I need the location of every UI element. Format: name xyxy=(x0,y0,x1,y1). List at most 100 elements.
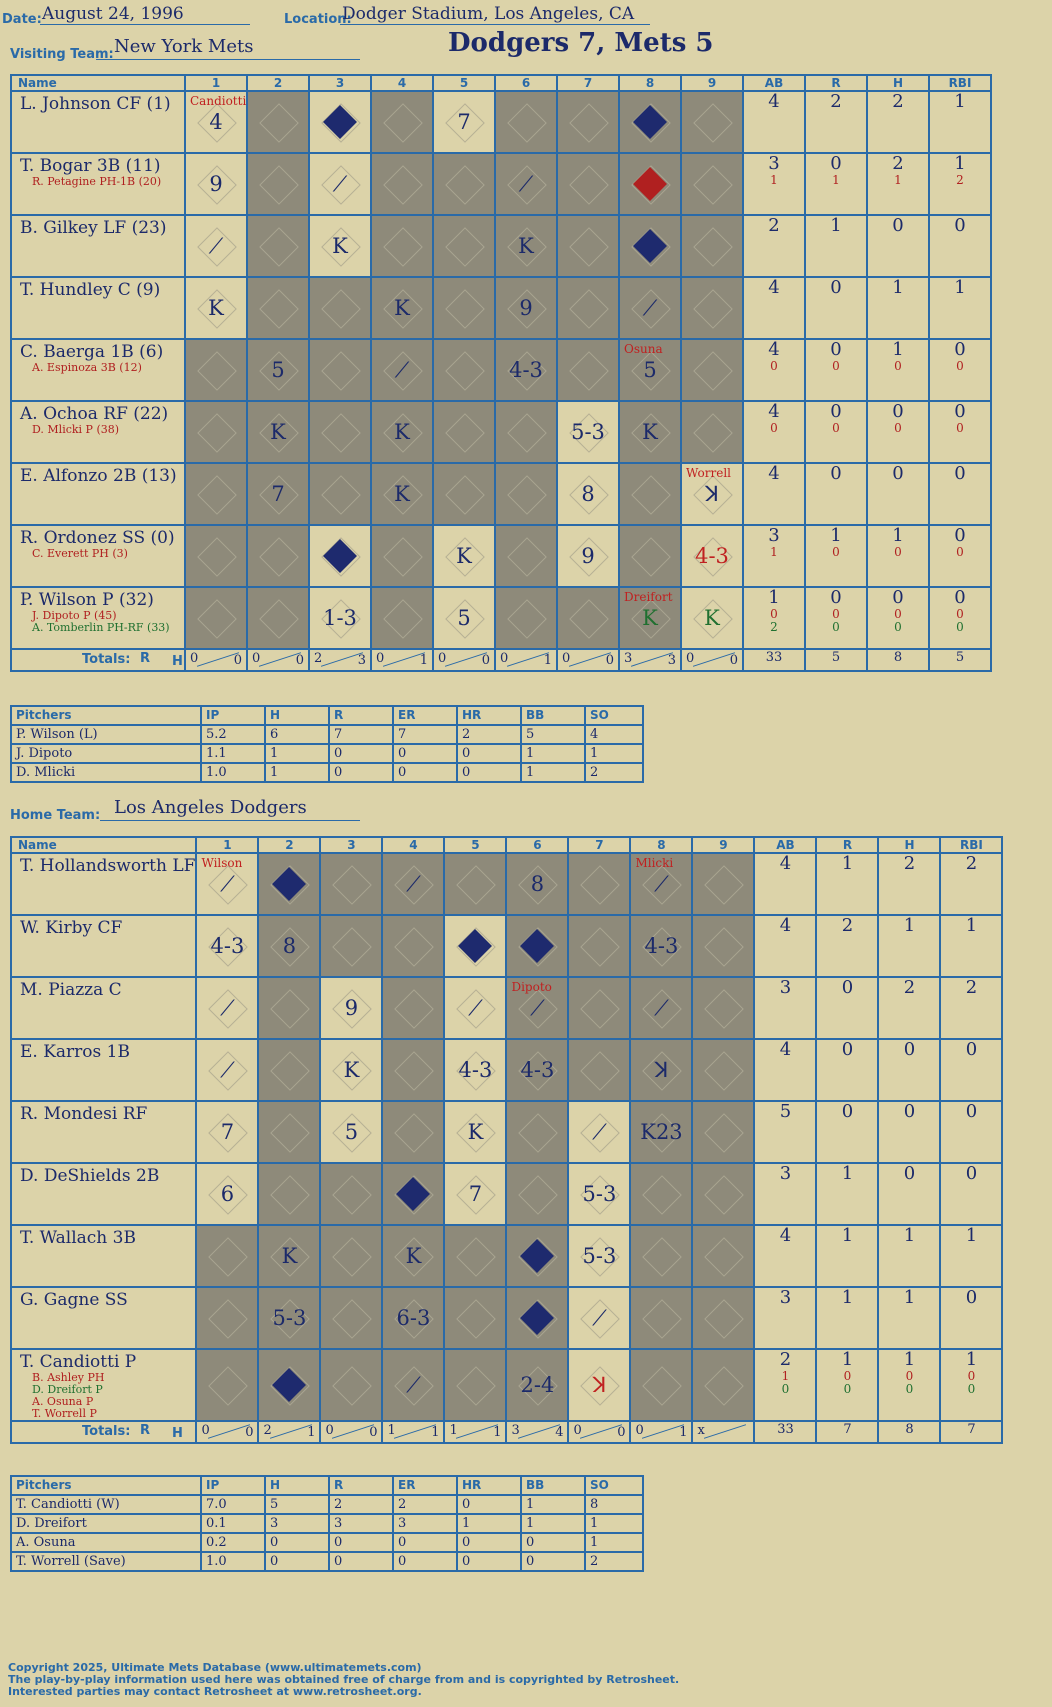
inning-cell xyxy=(432,338,496,402)
inning-cell: ⟋ xyxy=(567,1100,632,1164)
base-diamond xyxy=(259,289,299,329)
sub-stat-value: 0 xyxy=(956,607,964,621)
inning-cell xyxy=(680,338,744,402)
stat-value: 0 xyxy=(841,977,854,998)
stat-cell-r: 0 xyxy=(815,1100,880,1164)
sub-stat-value: 0 xyxy=(843,1369,852,1383)
player-name: M. Piazza C xyxy=(20,980,122,1000)
pitching-stat: 0 xyxy=(328,1532,394,1553)
player-row: T. Wallach 3B K K 5-3 4 1 1 1 xyxy=(9,1224,1004,1288)
stat-value: 3 xyxy=(768,525,780,546)
inning-cell: 5-3 xyxy=(567,1224,632,1288)
pitcher-name: T. Worrell (Save) xyxy=(10,1551,202,1572)
inning-cell xyxy=(370,152,434,216)
inning-cell: ꓘ Worrell xyxy=(680,462,744,526)
sub-stat-value: 0 xyxy=(770,607,778,621)
stat-value: 0 xyxy=(830,339,842,360)
pitcher-name: A. Osuna xyxy=(10,1532,202,1553)
run-scored-marker xyxy=(396,1177,431,1211)
base-diamond xyxy=(445,413,485,453)
player-row: L. Johnson CF (1) 4 Candiotti 7 4 2 2 1 xyxy=(10,90,992,154)
stat-cell-ab: 5 xyxy=(753,1100,818,1164)
base-diamond xyxy=(259,227,299,267)
inning-hits: 0 xyxy=(295,653,304,668)
inning-cell xyxy=(691,1038,756,1102)
stat-cell-h: 2 xyxy=(877,976,942,1040)
stat-value: 0 xyxy=(841,1101,854,1122)
play-result: K xyxy=(208,296,224,320)
stat-value: 0 xyxy=(903,1101,916,1122)
stat-value: 1 xyxy=(903,1287,916,1308)
play-result: ꓘ xyxy=(654,1058,669,1082)
base-diamond xyxy=(394,927,435,967)
player-name: W. Kirby CF xyxy=(20,918,123,938)
stat-cell-ab: 4 xyxy=(753,1224,818,1288)
sub-stat-value: 0 xyxy=(956,545,964,559)
inning-cell: K Dreifort xyxy=(618,586,682,650)
base-diamond xyxy=(383,103,423,143)
inning-runs: 0 xyxy=(190,651,199,666)
inning-cell xyxy=(184,338,248,402)
game-result-title: Dodgers 7, Mets 5 xyxy=(448,28,714,58)
inning-cell xyxy=(319,1286,384,1350)
inning-cell: 4 Candiotti xyxy=(184,90,248,154)
inning-runs: 0 xyxy=(500,651,509,666)
sub-stat-value: 0 xyxy=(956,421,964,435)
inning-cell xyxy=(443,1348,508,1422)
inning-runs: 2 xyxy=(314,651,323,666)
play-result: ⟋ xyxy=(654,872,669,896)
base-diamond xyxy=(445,351,485,391)
play-result: K xyxy=(394,420,410,444)
stat-cell-r: 2 xyxy=(804,90,868,154)
base-diamond xyxy=(704,1051,745,1091)
inning-cell: ⟋ Wilson xyxy=(195,852,260,916)
sub-stat-value: 2 xyxy=(770,620,778,634)
inning-cell: 4-3 xyxy=(629,914,694,978)
pitchers-header: Pitchers xyxy=(10,1475,202,1496)
pitchers-header: Pitchers xyxy=(10,705,202,726)
inning-cell xyxy=(381,1100,446,1164)
inning-hits: 1 xyxy=(543,653,552,668)
pitching-stat: 1 xyxy=(456,1513,522,1534)
footer: Copyright 2025, Ultimate Mets Database (… xyxy=(8,1662,679,1698)
pitching-stat: 1.0 xyxy=(200,762,266,783)
stat-value: 2 xyxy=(965,977,978,998)
inning-cell: ⟋ xyxy=(494,152,558,216)
stat-cell-r: 1 xyxy=(815,1162,880,1226)
stat-value: 1 xyxy=(903,1225,916,1246)
stat-cell-rbi: 2 xyxy=(939,852,1004,916)
home-scoresheet: Name 1 2 3 4 5 6 7 8 9 AB R H RBI T. Hollandsworth LF ⟋… xyxy=(9,836,1004,1444)
stat-cell-r: 1 xyxy=(804,214,868,278)
player-row: W. Kirby CF 4-3 8 4-3 4 2 1 1 xyxy=(9,914,1004,978)
inning-cell xyxy=(432,152,496,216)
stat-value: 0 xyxy=(892,401,904,422)
stat-cell-r: 0 xyxy=(815,976,880,1040)
pitching-stat: 2 xyxy=(456,724,522,745)
inning-cell xyxy=(184,524,248,588)
play-result: K xyxy=(704,606,720,630)
inning-cell xyxy=(308,276,372,340)
pitching-change-note: Dreifort xyxy=(624,590,673,604)
pitching-stat: 7 xyxy=(392,724,458,745)
pitching-stat: 0 xyxy=(392,1532,458,1553)
inning-cell xyxy=(432,400,496,464)
base-diamond xyxy=(580,1051,621,1091)
inning-cell xyxy=(680,152,744,216)
base-diamond xyxy=(259,537,299,577)
inning-cell xyxy=(257,976,322,1040)
inning-cell xyxy=(432,462,496,526)
inning-header-5: 5 xyxy=(443,836,508,854)
pitching-stat: 0.2 xyxy=(200,1532,266,1553)
base-diamond xyxy=(197,351,237,391)
inning-cell: ⟋ xyxy=(370,338,434,402)
play-result: K xyxy=(343,1058,360,1082)
stat-value: 0 xyxy=(892,587,904,608)
inning-cell xyxy=(618,90,682,154)
inning-cell xyxy=(246,214,310,278)
